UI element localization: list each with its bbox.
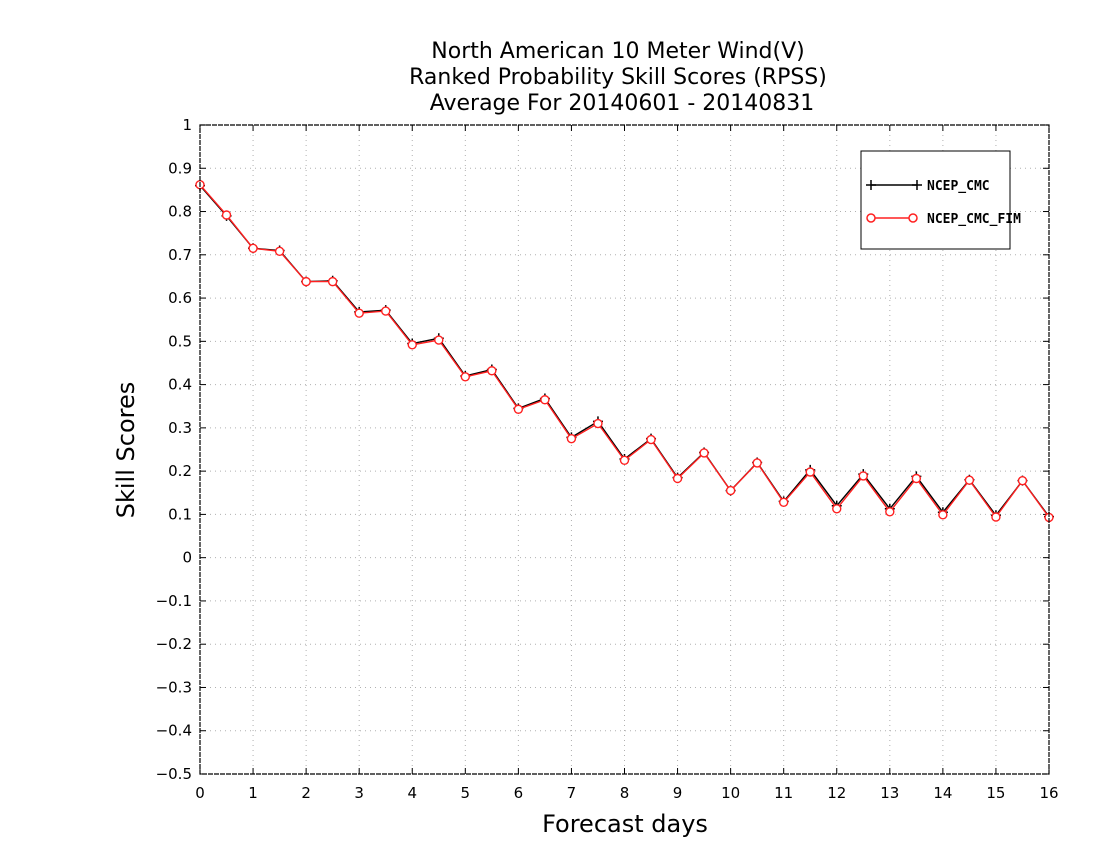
data-point bbox=[778, 497, 789, 507]
data-point bbox=[407, 340, 417, 350]
legend: NCEP_CMC NCEP_CMC_FIM bbox=[860, 150, 1021, 250]
data-point bbox=[805, 467, 815, 477]
x-tick-label: 8 bbox=[620, 784, 630, 802]
y-tick-label: −0.1 bbox=[156, 592, 192, 610]
data-point bbox=[991, 512, 1001, 522]
y-tick-label: 0 bbox=[182, 549, 192, 567]
data-point bbox=[540, 395, 550, 405]
x-tick-label: 10 bbox=[721, 784, 740, 802]
plus-marker-icon bbox=[866, 180, 922, 190]
data-point bbox=[832, 504, 842, 514]
x-tick-label: 11 bbox=[774, 784, 793, 802]
y-tick-label: −0.3 bbox=[156, 678, 192, 696]
data-point bbox=[699, 448, 709, 458]
data-point bbox=[911, 473, 922, 484]
circle-marker-icon bbox=[866, 213, 876, 223]
data-point bbox=[752, 458, 762, 468]
data-point bbox=[513, 404, 524, 414]
legend-label-ncep-cmc-fim: NCEP_CMC_FIM bbox=[927, 212, 1021, 227]
y-tick-label: 0.7 bbox=[168, 246, 192, 264]
data-point bbox=[858, 471, 868, 481]
series-ncep-cmc-fim bbox=[195, 180, 1054, 523]
data-point bbox=[381, 306, 391, 316]
data-point bbox=[274, 246, 285, 257]
data-point bbox=[646, 434, 656, 445]
data-point bbox=[964, 475, 975, 485]
y-tick-label: −0.5 bbox=[156, 765, 192, 783]
data-point bbox=[248, 243, 258, 254]
data-point bbox=[725, 485, 736, 496]
title-line-2: Ranked Probability Skill Scores (RPSS) bbox=[409, 65, 827, 90]
x-tick-label: 12 bbox=[827, 784, 846, 802]
x-tick-label: 3 bbox=[354, 784, 364, 802]
y-axis-ticks: 1 0.9 0.8 0.7 0.6 0.5 0.4 0.3 0.2 0.1 0 −0.1 −0.2 −0.… bbox=[156, 116, 1049, 783]
plot-frame bbox=[199, 124, 1050, 775]
legend-box bbox=[860, 150, 1011, 250]
y-tick-label: 0.8 bbox=[168, 203, 192, 221]
y-tick-label: 0.2 bbox=[168, 462, 192, 480]
x-tick-label: 6 bbox=[514, 784, 524, 802]
circle-marker-icon bbox=[908, 213, 918, 223]
data-point bbox=[1017, 475, 1028, 486]
y-tick-label: −0.4 bbox=[156, 722, 192, 740]
x-tick-label: 15 bbox=[986, 784, 1005, 802]
data-point bbox=[593, 418, 603, 429]
x-axis-ticks: 0 1 2 3 4 5 6 7 8 9 10 11 12 13 14 15 16 bbox=[195, 125, 1059, 802]
x-tick-label: 16 bbox=[1039, 784, 1058, 802]
data-point bbox=[460, 372, 471, 382]
data-point bbox=[619, 455, 630, 466]
y-tick-label: 1 bbox=[182, 116, 192, 134]
series-layer bbox=[195, 180, 1054, 523]
x-tick-label: 2 bbox=[301, 784, 311, 802]
y-tick-label: 0.5 bbox=[168, 332, 192, 350]
x-tick-label: 14 bbox=[933, 784, 952, 802]
data-point bbox=[487, 366, 497, 376]
x-tick-label: 1 bbox=[248, 784, 258, 802]
data-point bbox=[566, 433, 577, 444]
y-tick-label: 0.3 bbox=[168, 419, 192, 437]
x-tick-label: 9 bbox=[673, 784, 683, 802]
grid bbox=[200, 125, 1049, 774]
data-point bbox=[301, 276, 311, 287]
data-point bbox=[434, 335, 444, 345]
y-axis-title: Skill Scores bbox=[112, 382, 140, 519]
y-tick-label: 0.6 bbox=[168, 289, 192, 307]
data-point bbox=[672, 473, 683, 484]
data-point bbox=[327, 276, 338, 287]
x-tick-label: 13 bbox=[880, 784, 899, 802]
x-tick-label: 5 bbox=[461, 784, 471, 802]
data-point bbox=[885, 507, 895, 517]
y-tick-label: −0.2 bbox=[156, 635, 192, 653]
x-tick-label: 7 bbox=[567, 784, 577, 802]
title-line-1: North American 10 Meter Wind(V) bbox=[431, 39, 804, 64]
y-tick-label: 0.1 bbox=[168, 505, 192, 523]
x-tick-label: 4 bbox=[407, 784, 417, 802]
x-axis-title: Forecast days bbox=[542, 810, 708, 838]
y-tick-label: 0.9 bbox=[168, 159, 192, 177]
title-line-3: Average For 20140601 - 20140831 bbox=[430, 91, 815, 116]
legend-item-ncep-cmc-fim: NCEP_CMC_FIM bbox=[866, 212, 1021, 227]
x-tick-label: 0 bbox=[195, 784, 205, 802]
legend-label-ncep-cmc: NCEP_CMC bbox=[927, 179, 990, 194]
chart-title: North American 10 Meter Wind(V) Ranked P… bbox=[409, 39, 827, 116]
y-tick-label: 0.4 bbox=[168, 376, 192, 394]
data-point bbox=[938, 510, 948, 520]
legend-item-ncep-cmc: NCEP_CMC bbox=[866, 179, 990, 194]
data-point bbox=[221, 210, 232, 220]
data-point bbox=[354, 308, 364, 318]
